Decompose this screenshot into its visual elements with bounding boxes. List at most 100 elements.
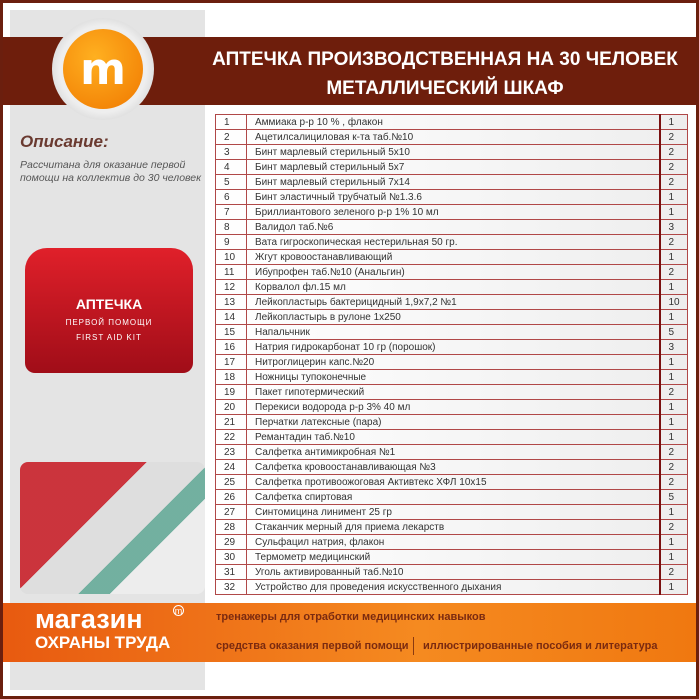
bag-label-2: ПЕРВОЙ ПОМОЩИ — [65, 318, 153, 327]
item-number: 8 — [215, 219, 247, 235]
item-quantity: 1 — [658, 534, 688, 550]
bag-label-1: АПТЕЧКА — [75, 296, 143, 312]
table-row: 15 Напальчник 5 — [215, 324, 688, 340]
item-number: 18 — [215, 369, 247, 385]
table-row: 27 Синтомицина линимент 25 гр 1 — [215, 504, 688, 520]
item-quantity: 1 — [658, 204, 688, 220]
item-number: 14 — [215, 309, 247, 325]
item-quantity: 2 — [658, 444, 688, 460]
item-name: Салфетка антимикробная №1 — [246, 444, 660, 460]
item-name: Бриллиантового зеленого р-р 1% 10 мл — [246, 204, 660, 220]
item-number: 1 — [215, 114, 247, 130]
item-name: Жгут кровоостанавливающий — [246, 249, 660, 265]
footer-link-literature[interactable]: иллюстрированные пособия и литература — [423, 640, 658, 652]
item-number: 21 — [215, 414, 247, 430]
table-row: 12 Корвалол фл.15 мл 1 — [215, 279, 688, 295]
table-row: 1 Аммиака р-р 10 % , флакон 1 — [215, 114, 688, 130]
table-row: 17 Нитроглицерин капс.№20 1 — [215, 354, 688, 370]
table-row: 24 Салфетка кровоостанавливающая №3 2 — [215, 459, 688, 475]
item-name: Ацетилсалициловая к-та таб.№10 — [246, 129, 660, 145]
logo-icon: m — [63, 29, 143, 109]
item-number: 13 — [215, 294, 247, 310]
item-number: 29 — [215, 534, 247, 550]
item-number: 20 — [215, 399, 247, 415]
item-quantity: 2 — [658, 459, 688, 475]
brand-subtitle: ОХРАНЫ ТРУДА — [35, 633, 171, 652]
table-row: 18 Ножницы тупоконечные 1 — [215, 369, 688, 385]
table-row: 32 Устройство для проведения искусственно… — [215, 579, 688, 595]
item-number: 30 — [215, 549, 247, 565]
kit-contents-image — [20, 462, 205, 594]
item-number: 27 — [215, 504, 247, 520]
item-number: 9 — [215, 234, 247, 250]
brand-name: магазин — [35, 604, 143, 634]
item-name: Аммиака р-р 10 % , флакон — [246, 114, 660, 130]
item-quantity: 2 — [658, 264, 688, 280]
item-number: 10 — [215, 249, 247, 265]
item-quantity: 1 — [658, 429, 688, 445]
item-name: Пакет гипотермический — [246, 384, 660, 400]
item-quantity: 5 — [658, 489, 688, 505]
table-row: 20 Перекиси водорода р-р 3% 40 мл 1 — [215, 399, 688, 415]
item-quantity: 1 — [658, 399, 688, 415]
table-row: 23 Салфетка антимикробная №1 2 — [215, 444, 688, 460]
item-quantity: 1 — [658, 354, 688, 370]
item-quantity: 1 — [658, 549, 688, 565]
item-name: Ибупрофен таб.№10 (Анальгин) — [246, 264, 660, 280]
item-quantity: 2 — [658, 129, 688, 145]
item-number: 2 — [215, 129, 247, 145]
page-title: АПТЕЧКА ПРОИЗВОДСТВЕННАЯ НА 30 ЧЕЛОВЕК М… — [200, 45, 690, 103]
item-quantity: 5 — [658, 324, 688, 340]
table-row: 25 Салфетка противоожоговая Активтекс ХФЛ… — [215, 474, 688, 490]
logo: m — [52, 18, 154, 120]
item-quantity: 2 — [658, 519, 688, 535]
table-row: 16 Натрия гидрокарбонат 10 гр (порошок) 3 — [215, 339, 688, 355]
item-quantity: 2 — [658, 474, 688, 490]
item-name: Перекиси водорода р-р 3% 40 мл — [246, 399, 660, 415]
bag-label-3: FIRST AID KIT — [76, 333, 142, 342]
table-row: 29 Сульфацил натрия, флакон 1 — [215, 534, 688, 550]
item-number: 26 — [215, 489, 247, 505]
item-quantity: 1 — [658, 369, 688, 385]
item-quantity: 2 — [658, 144, 688, 160]
table-row: 4 Бинт марлевый стерильный 5х7 2 — [215, 159, 688, 175]
footer-link-first-aid[interactable]: средства оказания первой помощи — [216, 640, 409, 652]
item-quantity: 1 — [658, 309, 688, 325]
table-row: 6 Бинт эластичный трубчатый №1.3.6 1 — [215, 189, 688, 205]
item-number: 28 — [215, 519, 247, 535]
item-name: Ножницы тупоконечные — [246, 369, 660, 385]
description-text: Рассчитана для оказание первой помощи на… — [20, 159, 202, 184]
footer-link-trainers[interactable]: тренажеры для отработки медицинских навы… — [216, 611, 486, 623]
first-aid-bag-image: АПТЕЧКА ПЕРВОЙ ПОМОЩИ FIRST AID KIT — [25, 248, 193, 373]
table-row: 2 Ацетилсалициловая к-та таб.№10 2 — [215, 129, 688, 145]
table-row: 9 Вата гигроскопическая нестерильная 50 г… — [215, 234, 688, 250]
item-number: 6 — [215, 189, 247, 205]
item-number: 19 — [215, 384, 247, 400]
registered-mark-icon: m — [173, 605, 184, 616]
item-name: Синтомицина линимент 25 гр — [246, 504, 660, 520]
item-quantity: 2 — [658, 159, 688, 175]
item-name: Сульфацил натрия, флакон — [246, 534, 660, 550]
title-line-2: МЕТАЛЛИЧЕСКИЙ ШКАФ — [326, 78, 564, 99]
item-quantity: 1 — [658, 279, 688, 295]
table-row: 14 Лейкопластырь в рулоне 1х250 1 — [215, 309, 688, 325]
item-quantity: 2 — [658, 384, 688, 400]
description-heading: Описание: — [20, 132, 109, 151]
item-name: Корвалол фл.15 мл — [246, 279, 660, 295]
table-row: 8 Валидол таб.№6 3 — [215, 219, 688, 235]
item-number: 15 — [215, 324, 247, 340]
item-number: 31 — [215, 564, 247, 580]
table-row: 22 Ремантадин таб.№10 1 — [215, 429, 688, 445]
item-name: Стаканчик мерный для приема лекарств — [246, 519, 660, 535]
item-number: 32 — [215, 579, 247, 595]
item-name: Салфетка противоожоговая Активтекс ХФЛ 1… — [246, 474, 660, 490]
item-number: 25 — [215, 474, 247, 490]
item-number: 5 — [215, 174, 247, 190]
item-number: 12 — [215, 279, 247, 295]
item-name: Валидол таб.№6 — [246, 219, 660, 235]
item-number: 23 — [215, 444, 247, 460]
item-quantity: 1 — [658, 189, 688, 205]
item-name: Натрия гидрокарбонат 10 гр (порошок) — [246, 339, 660, 355]
table-row: 5 Бинт марлевый стерильный 7х14 2 — [215, 174, 688, 190]
table-row: 10 Жгут кровоостанавливающий 1 — [215, 249, 688, 265]
